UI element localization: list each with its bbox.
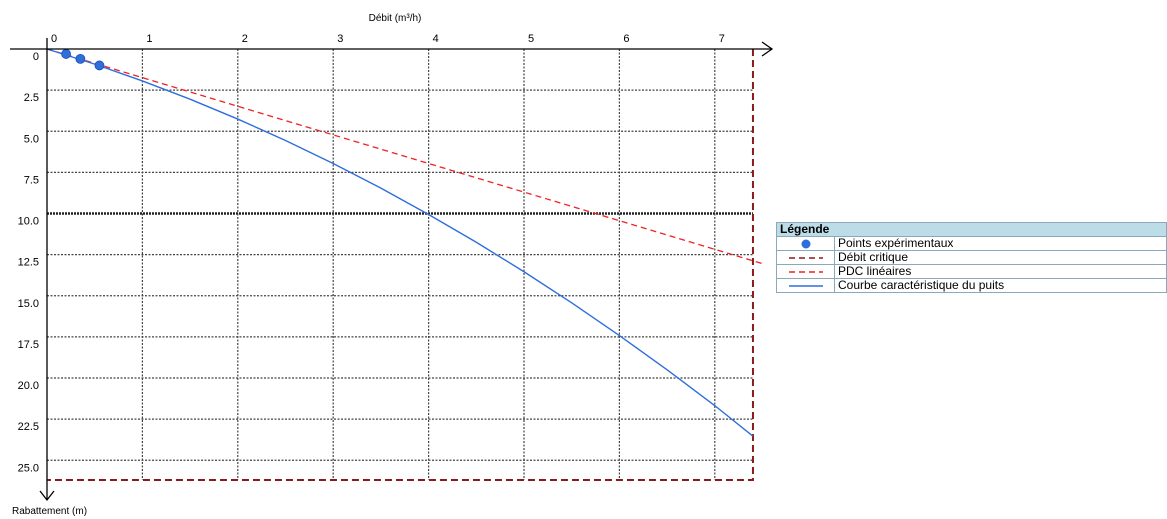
legend-symbol-line	[776, 278, 835, 293]
legend-item: Points expérimentaux	[776, 236, 1167, 251]
x-axis-title: Débit (m³/h)	[369, 13, 422, 24]
series-layer	[46, 48, 763, 481]
y-tick-label: 10.0	[18, 216, 39, 228]
legend-item: Débit critique	[776, 250, 1167, 265]
y-tick-label: 15.0	[18, 298, 39, 310]
grid	[47, 49, 753, 480]
legend-label: Points expérimentaux	[834, 236, 1167, 251]
data-point	[75, 53, 86, 64]
legend-label: PDC linéaires	[834, 264, 1167, 279]
data-point	[61, 49, 71, 59]
x-tick-label: 1	[146, 33, 152, 45]
x-tick-label: 0	[51, 33, 57, 45]
y-tick-label: 22.5	[18, 421, 39, 433]
y-tick-label: 2.5	[24, 92, 39, 104]
y-tick-label: 7.5	[24, 174, 39, 186]
data-point	[94, 60, 105, 71]
legend: Légende Points expérimentaux Débit criti…	[776, 222, 1167, 293]
series-courbe-caracteristique	[46, 48, 754, 437]
y-tick-label: 25.0	[18, 462, 39, 474]
y-tick-label: 0	[33, 51, 39, 63]
legend-item: PDC linéaires	[776, 264, 1167, 279]
x-tick-label: 2	[242, 33, 248, 45]
y-tick-label: 20.0	[18, 380, 39, 392]
legend-symbol-dot	[776, 236, 835, 251]
legend-symbol-dash-dark	[776, 250, 835, 265]
x-axis-arrow	[761, 41, 774, 57]
legend-label: Courbe caractéristique du puits	[834, 278, 1167, 293]
x-tick-label: 3	[337, 33, 343, 45]
series-pdc-lineaires	[46, 48, 763, 265]
legend-label: Débit critique	[834, 250, 1167, 265]
x-tick-label: 4	[433, 33, 439, 45]
x-tick-label: 7	[719, 33, 725, 45]
tick-labels: 0 1 2 3 4 5 6 7 0 2.5 5.0 7.5 10.0 12.5 15.0 17.5 20.0 22…	[18, 33, 725, 474]
x-tick-label: 6	[623, 33, 629, 45]
axes	[10, 38, 774, 502]
y-tick-label: 17.5	[18, 339, 39, 351]
x-tick-label: 5	[528, 33, 534, 45]
series-debit-critique	[47, 49, 754, 481]
y-axis-arrow	[39, 490, 55, 502]
legend-item: Courbe caractéristique du puits	[776, 278, 1167, 293]
legend-symbol-dash-red	[776, 264, 835, 279]
y-tick-label: 12.5	[18, 257, 39, 269]
legend-title: Légende	[776, 222, 1167, 237]
y-axis-title: Rabattement (m)	[12, 506, 87, 517]
y-tick-label: 5.0	[24, 133, 39, 145]
